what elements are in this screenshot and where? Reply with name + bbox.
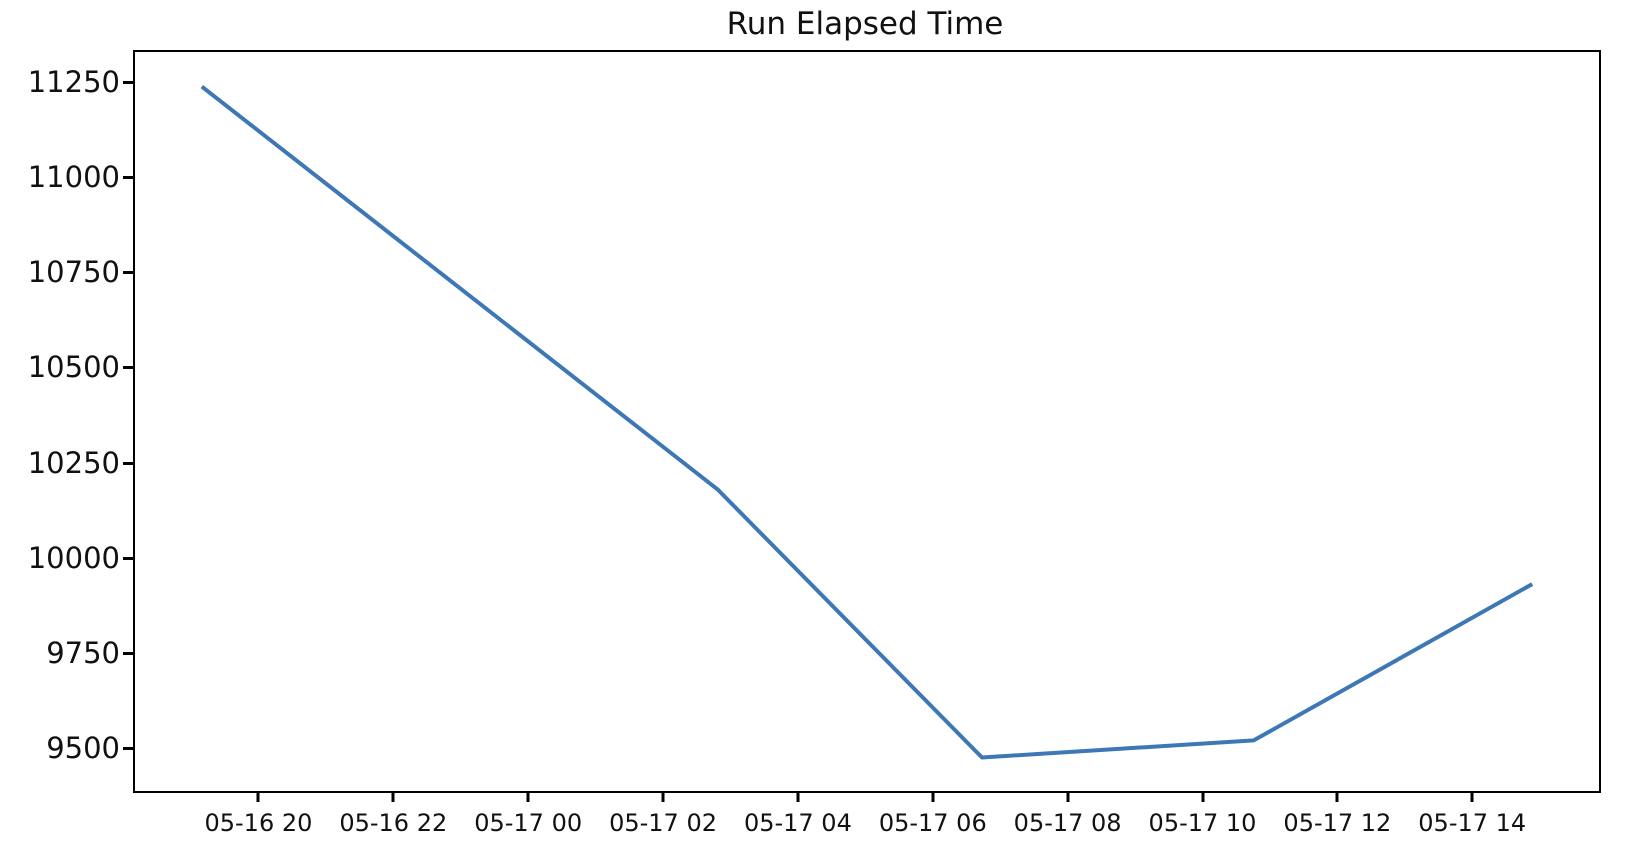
x-tick-mark [526, 792, 530, 802]
x-tick-label: 05-17 02 [609, 809, 717, 837]
x-tick-mark [661, 792, 665, 802]
series-polyline [200, 85, 1534, 760]
x-tick-mark [1201, 792, 1204, 802]
plot-area [133, 50, 1601, 793]
y-tick-mark [123, 746, 133, 750]
y-tick-mark [123, 366, 133, 370]
series-canvas [200, 85, 1534, 760]
y-tick-mark [123, 271, 133, 275]
y-tick-label: 11000 [27, 160, 120, 195]
x-tick-label: 05-16 22 [339, 809, 448, 837]
y-tick-label: 10250 [27, 445, 120, 480]
y-tick-label: 11250 [27, 65, 120, 100]
y-tick-label: 9750 [46, 635, 120, 670]
y-tick-label: 9500 [46, 730, 120, 765]
x-tick-mark [391, 792, 395, 802]
y-tick-mark [123, 461, 133, 465]
x-tick-mark [796, 792, 800, 802]
x-tick-mark [1335, 792, 1339, 802]
y-tick-mark [123, 651, 133, 655]
x-tick-label: 05-17 00 [474, 809, 583, 837]
x-tick-mark [1470, 792, 1474, 802]
y-tick-mark [123, 81, 133, 85]
x-tick-label: 05-17 14 [1418, 809, 1527, 837]
y-tick-label: 10500 [27, 350, 120, 385]
x-tick-label: 05-17 10 [1148, 809, 1257, 837]
x-tick-mark [1066, 792, 1070, 802]
x-tick-label: 05-17 04 [743, 809, 852, 837]
chart-title: Run Elapsed Time [726, 6, 1004, 42]
y-tick-label: 10750 [27, 255, 120, 290]
x-tick-label: 05-17 12 [1283, 809, 1392, 837]
x-tick-label: 05-16 20 [204, 809, 313, 837]
x-tick-mark [256, 792, 260, 802]
y-tick-mark [123, 176, 133, 180]
y-tick-mark [123, 556, 133, 560]
y-tick-label: 10000 [27, 540, 120, 575]
x-tick-mark [931, 792, 935, 802]
x-tick-label: 05-17 06 [878, 809, 987, 837]
x-tick-label: 05-17 08 [1013, 809, 1122, 837]
